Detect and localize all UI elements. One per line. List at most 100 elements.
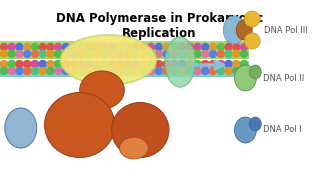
- Circle shape: [186, 60, 193, 68]
- Ellipse shape: [235, 65, 256, 91]
- Circle shape: [140, 44, 147, 51]
- Circle shape: [62, 51, 69, 57]
- Text: DNA Pol II: DNA Pol II: [263, 73, 305, 82]
- Circle shape: [225, 51, 232, 57]
- Ellipse shape: [165, 37, 195, 87]
- Circle shape: [210, 60, 217, 68]
- Circle shape: [140, 60, 147, 68]
- Ellipse shape: [80, 71, 124, 109]
- Circle shape: [171, 60, 178, 68]
- Circle shape: [117, 68, 124, 75]
- Circle shape: [186, 68, 193, 75]
- Circle shape: [179, 51, 186, 57]
- Ellipse shape: [112, 102, 169, 158]
- Circle shape: [16, 60, 23, 68]
- Circle shape: [1, 44, 7, 51]
- Circle shape: [78, 44, 85, 51]
- Circle shape: [31, 60, 38, 68]
- Circle shape: [202, 44, 209, 51]
- Circle shape: [171, 44, 178, 51]
- Circle shape: [186, 44, 193, 51]
- Circle shape: [225, 60, 232, 68]
- Circle shape: [217, 44, 224, 51]
- Circle shape: [109, 68, 116, 75]
- Circle shape: [55, 60, 62, 68]
- Circle shape: [155, 44, 162, 51]
- Circle shape: [93, 60, 100, 68]
- Circle shape: [16, 68, 23, 75]
- Circle shape: [86, 51, 93, 57]
- Circle shape: [233, 68, 240, 75]
- Ellipse shape: [44, 93, 115, 158]
- Circle shape: [78, 68, 85, 75]
- Circle shape: [86, 44, 93, 51]
- Circle shape: [47, 51, 54, 57]
- Circle shape: [39, 51, 46, 57]
- Circle shape: [31, 51, 38, 57]
- Circle shape: [217, 68, 224, 75]
- Circle shape: [202, 51, 209, 57]
- Circle shape: [24, 60, 31, 68]
- Circle shape: [233, 60, 240, 68]
- Circle shape: [124, 60, 131, 68]
- Ellipse shape: [223, 16, 245, 44]
- Circle shape: [186, 51, 193, 57]
- Circle shape: [39, 60, 46, 68]
- Circle shape: [171, 51, 178, 57]
- Circle shape: [163, 68, 170, 75]
- Circle shape: [241, 44, 247, 51]
- Circle shape: [155, 68, 162, 75]
- Circle shape: [86, 60, 93, 68]
- Circle shape: [179, 44, 186, 51]
- Circle shape: [8, 51, 15, 57]
- Circle shape: [109, 44, 116, 51]
- Circle shape: [93, 51, 100, 57]
- Ellipse shape: [236, 20, 252, 40]
- Circle shape: [194, 51, 201, 57]
- Ellipse shape: [235, 117, 256, 143]
- Circle shape: [155, 60, 162, 68]
- Circle shape: [171, 68, 178, 75]
- Ellipse shape: [249, 117, 261, 131]
- Circle shape: [244, 33, 260, 49]
- Circle shape: [55, 44, 62, 51]
- Circle shape: [78, 51, 85, 57]
- FancyBboxPatch shape: [0, 41, 249, 59]
- Circle shape: [132, 44, 139, 51]
- Circle shape: [148, 51, 155, 57]
- Circle shape: [124, 51, 131, 57]
- Circle shape: [101, 44, 108, 51]
- Circle shape: [1, 68, 7, 75]
- Circle shape: [140, 68, 147, 75]
- Circle shape: [233, 44, 240, 51]
- Circle shape: [202, 60, 209, 68]
- Circle shape: [39, 44, 46, 51]
- Circle shape: [117, 51, 124, 57]
- Circle shape: [233, 51, 240, 57]
- Circle shape: [39, 68, 46, 75]
- Circle shape: [8, 60, 15, 68]
- Circle shape: [8, 44, 15, 51]
- Ellipse shape: [249, 65, 261, 79]
- Circle shape: [101, 68, 108, 75]
- Circle shape: [55, 68, 62, 75]
- Circle shape: [210, 51, 217, 57]
- Circle shape: [101, 60, 108, 68]
- Circle shape: [101, 51, 108, 57]
- Circle shape: [225, 44, 232, 51]
- Circle shape: [148, 44, 155, 51]
- Circle shape: [148, 68, 155, 75]
- Circle shape: [148, 60, 155, 68]
- Circle shape: [24, 44, 31, 51]
- Circle shape: [163, 60, 170, 68]
- Circle shape: [179, 60, 186, 68]
- Circle shape: [132, 51, 139, 57]
- Circle shape: [70, 60, 77, 68]
- Circle shape: [1, 60, 7, 68]
- Text: DNA Pol III: DNA Pol III: [264, 26, 308, 35]
- Circle shape: [78, 60, 85, 68]
- Circle shape: [70, 51, 77, 57]
- Circle shape: [55, 51, 62, 57]
- Circle shape: [163, 51, 170, 57]
- Circle shape: [124, 68, 131, 75]
